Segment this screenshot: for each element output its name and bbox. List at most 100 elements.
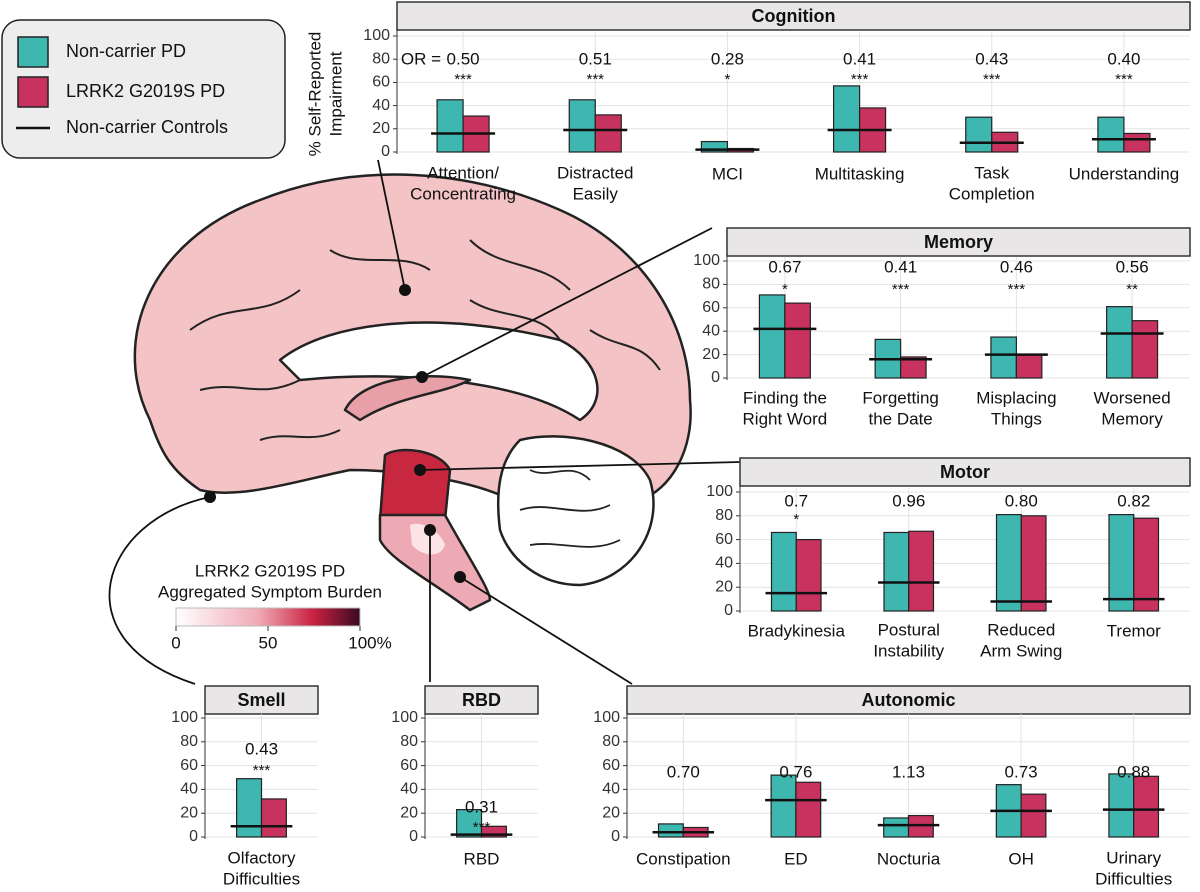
panel-strip [204,685,319,715]
y-tick-label: 60 [400,757,418,774]
bar [657,823,684,838]
significance: *** [851,71,869,88]
bar [436,99,464,153]
x-tick-label: Multitasking [815,164,905,183]
x-tick-label: Nocturia [877,849,941,868]
y-tick-label: 40 [602,781,620,798]
panel-title: Smell [237,690,285,710]
panel-strip [726,227,1191,257]
odds-ratio: 1.13 [892,762,925,781]
bar [1015,354,1043,379]
bar [990,336,1017,379]
y-tick-label: 40 [372,97,390,114]
y-tick-label: 100 [391,709,418,726]
y-tick-label: 20 [400,804,418,821]
bar [1108,773,1135,838]
bar [1133,517,1160,612]
bar [832,85,861,153]
x-tick-label: Urinary Difficulties [1095,849,1172,889]
y-tick-label: 100 [593,709,620,726]
y-tick-label: 60 [702,299,720,316]
y-tick-label: 20 [372,120,390,137]
colorbar-tick-label: 50 [259,633,278,652]
y-tick-label: 80 [602,733,620,750]
y-tick-label: 40 [702,322,720,339]
bar [770,774,797,838]
odds-ratio: 0.51 [579,49,612,68]
y-tick-label: 80 [702,276,720,293]
x-tick-label: Task Completion [949,164,1035,204]
odds-ratio: 0.80 [1005,491,1038,510]
connectors [108,159,741,685]
bar [236,778,263,838]
odds-ratio: 0.73 [1005,762,1038,781]
significance: ** [1126,281,1138,298]
odds-ratio: 0.41 [884,257,917,276]
bar [965,116,993,153]
y-tick-label: 60 [372,74,390,91]
x-tick-label: Postural Instability [873,621,944,661]
x-tick-label: Misplacing Things [976,389,1056,429]
odds-ratio: 0.67 [768,257,801,276]
bar [795,538,822,612]
bar [770,531,797,612]
y-tick-label: 40 [180,781,198,798]
bar [995,514,1022,612]
x-tick-label: Reduced Arm Swing [980,621,1062,661]
y-tick-label: 80 [400,733,418,750]
odds-ratio-prefix: OR = [401,49,441,68]
y-tick-label: 20 [715,578,733,595]
panel-title: Motor [940,462,990,482]
legend-swatch [17,76,49,108]
x-tick-label: RBD [464,849,500,868]
odds-ratio: 0.96 [892,491,925,510]
panel-title: Autonomic [862,690,956,710]
bar [260,798,287,838]
panel-strip [739,457,1191,487]
bar [1123,132,1151,153]
bar [795,781,822,838]
y-tick-label: 100 [363,27,390,44]
x-tick-label: Constipation [636,849,731,868]
y-tick-label: 40 [715,555,733,572]
legend-label: Non-carrier PD [66,41,186,61]
x-tick-label: Tremor [1107,621,1161,640]
odds-ratio: 0.7 [784,491,808,510]
bar [908,530,935,612]
bar [758,294,786,379]
panel-title: RBD [462,690,501,710]
y-tick-label: 0 [189,828,198,845]
y-tick-label: 40 [400,781,418,798]
y-tick-label: 100 [693,252,720,269]
panel-title: Cognition [752,6,836,26]
significance: *** [892,281,910,298]
odds-ratio: 0.41 [843,49,876,68]
odds-ratio: 0.43 [245,739,278,758]
x-tick-label: ED [784,849,808,868]
bar [883,531,910,612]
x-tick-label: Worsened Memory [1094,389,1171,429]
bar [784,302,811,379]
panel-title: Memory [924,232,993,252]
y-axis-label: % Self-Reported Impairment [306,32,346,157]
x-tick-label: Attention/Concentrating [410,164,516,204]
y-tick-label: 100 [171,709,198,726]
y-tick-label: 20 [180,804,198,821]
y-tick-label: 20 [702,346,720,363]
y-tick-label: 0 [711,369,720,386]
x-tick-label: OH [1008,849,1034,868]
significance: *** [1008,281,1026,298]
significance: *** [253,762,271,779]
odds-ratio: 0.82 [1117,491,1150,510]
y-tick-label: 80 [372,50,390,67]
connector-dots [204,284,466,583]
odds-ratio: 0.56 [1116,257,1149,276]
bar [1020,793,1047,838]
y-tick-label: 0 [381,143,390,160]
x-tick-label: MCI [712,164,743,183]
colorbar-tick-label: 100% [348,633,391,652]
bar [1106,306,1133,379]
odds-ratio: 0.76 [779,762,812,781]
legend-label: LRRK2 G2019S PD [66,81,225,101]
